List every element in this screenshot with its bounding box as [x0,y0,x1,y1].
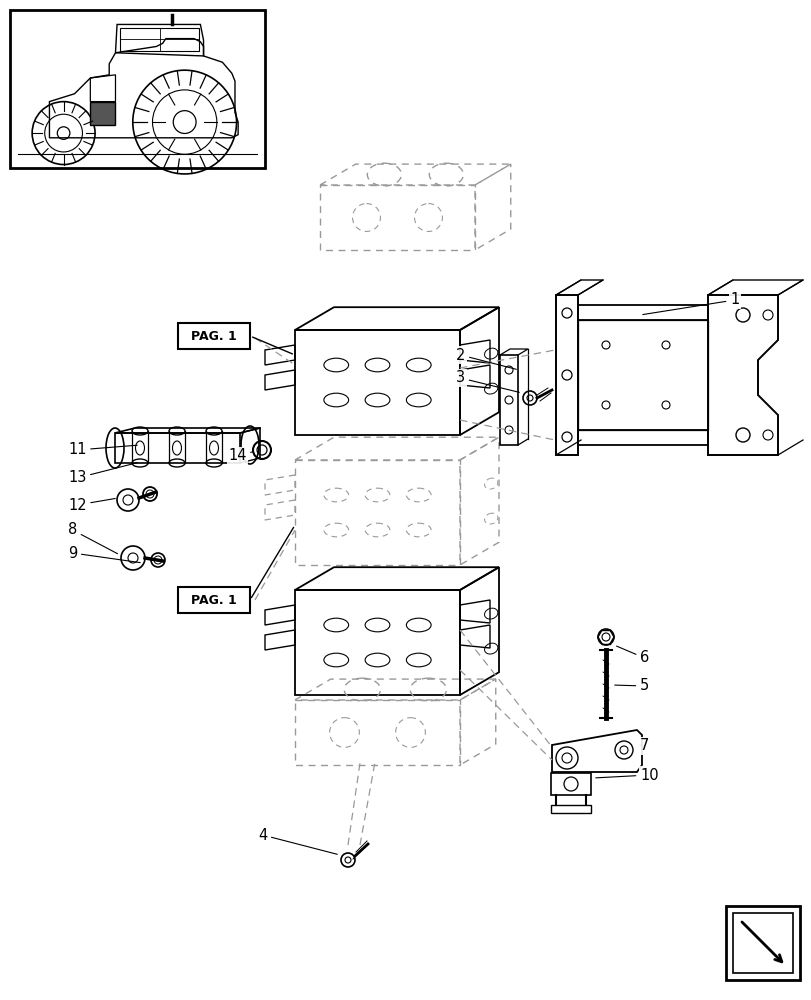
Bar [10,10,264,168]
Polygon shape [90,102,115,125]
Text: 1: 1 [642,292,738,315]
Bar [178,323,250,349]
Text: 14: 14 [228,448,251,464]
Text: 7: 7 [639,738,649,754]
Text: 10: 10 [595,768,658,782]
Text: 2: 2 [456,348,516,369]
Text: 4: 4 [258,828,337,854]
Text: 12: 12 [68,497,115,512]
Text: 5: 5 [614,678,649,694]
Text: 8: 8 [68,522,118,554]
Text: 6: 6 [616,646,649,666]
Text: 9: 9 [68,546,140,563]
Bar [551,805,590,813]
Text: 11: 11 [68,442,137,458]
Text: PAG. 1: PAG. 1 [191,593,237,606]
Text: 13: 13 [68,463,137,486]
Text: PAG. 1: PAG. 1 [191,330,237,342]
Text: 3: 3 [456,370,519,392]
Bar [178,587,250,613]
Bar [551,773,590,795]
Bar [732,913,792,973]
Bar [725,906,799,980]
